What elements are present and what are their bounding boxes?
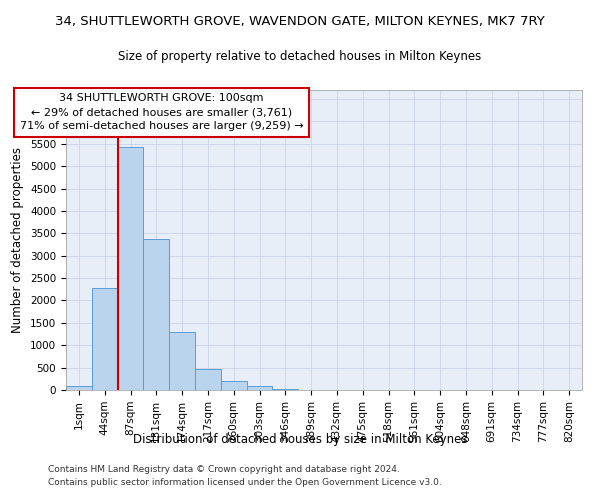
Text: 34 SHUTTLEWORTH GROVE: 100sqm
← 29% of detached houses are smaller (3,761)
71% o: 34 SHUTTLEWORTH GROVE: 100sqm ← 29% of d… [20, 94, 303, 132]
Bar [92, 288, 118, 390]
Bar [169, 332, 195, 390]
Bar [247, 386, 272, 390]
Bar [143, 238, 169, 390]
Bar [221, 381, 247, 390]
Text: Contains public sector information licensed under the Open Government Licence v3: Contains public sector information licen… [48, 478, 442, 487]
Bar [272, 388, 298, 390]
Bar [66, 386, 92, 390]
Bar [195, 368, 221, 390]
Text: 34, SHUTTLEWORTH GROVE, WAVENDON GATE, MILTON KEYNES, MK7 7RY: 34, SHUTTLEWORTH GROVE, WAVENDON GATE, M… [55, 15, 545, 28]
Text: Contains HM Land Registry data © Crown copyright and database right 2024.: Contains HM Land Registry data © Crown c… [48, 466, 400, 474]
Bar [118, 148, 143, 390]
Text: Size of property relative to detached houses in Milton Keynes: Size of property relative to detached ho… [118, 50, 482, 63]
Y-axis label: Number of detached properties: Number of detached properties [11, 147, 25, 333]
Text: Distribution of detached houses by size in Milton Keynes: Distribution of detached houses by size … [133, 432, 467, 446]
